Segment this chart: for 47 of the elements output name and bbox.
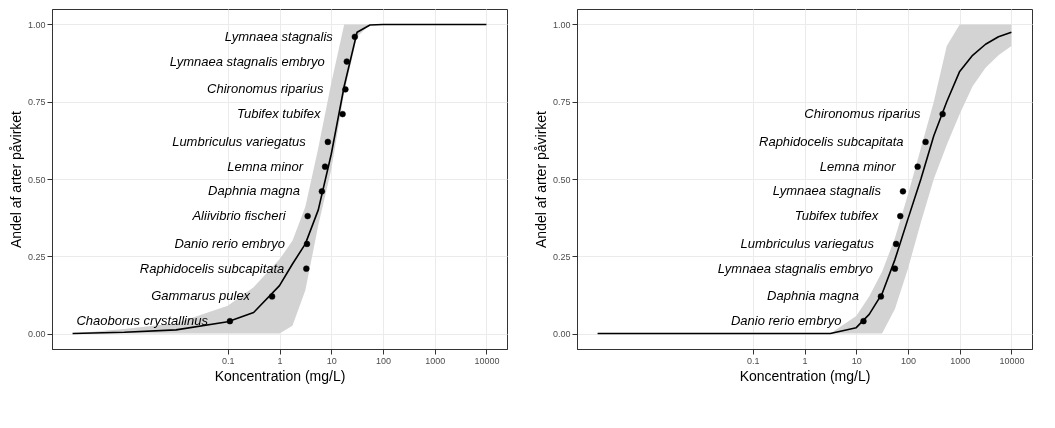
annotation: Lumbriculus variegatus [172, 133, 307, 149]
x-tick-label: 100 [375, 355, 391, 366]
y-tick-label: 1.00 [27, 19, 46, 30]
x-axis-title: Koncentration (mg/L) [739, 367, 871, 384]
y-tick-label: 0.50 [27, 174, 46, 185]
y-tick-label: 0.00 [552, 329, 571, 340]
annotation: Chaoborus crystallinus [76, 313, 209, 329]
x-tick-label: 10 [326, 355, 337, 366]
x-tick-label: 1 [277, 355, 283, 366]
x-tick-label: 100 [900, 355, 916, 366]
y-axis-title: Andel af arter påvirket [7, 110, 24, 248]
annotation: Lymnaea stagnalis [224, 28, 334, 44]
y-tick-label: 0.75 [27, 97, 46, 108]
x-tick-label: 10000 [474, 355, 500, 366]
annotation: Raphidocelis subcapitata [139, 260, 285, 276]
annotation: Tubifex tubifex [237, 106, 322, 122]
y-axis-title: Andel af arter påvirket [532, 110, 549, 248]
y-tick-label: 1.00 [552, 19, 571, 30]
x-axis-title: Koncentration (mg/L) [214, 367, 346, 384]
y-tick-label: 0.50 [552, 174, 571, 185]
x-tick-label: 0.1 [747, 355, 760, 366]
x-tick-label: 0.1 [222, 355, 235, 366]
annotation: Tubifex tubifex [794, 208, 879, 224]
x-tick-label: 10000 [999, 355, 1025, 366]
annotation: Aliivibrio fischeri [191, 208, 287, 224]
y-tick-label: 0.25 [27, 251, 46, 262]
annotation: Lymnaea stagnalis embryo [169, 53, 325, 69]
annotation: Daphnia magna [208, 183, 300, 199]
annotation: Chironomus riparius [207, 81, 324, 97]
annotation: Gammarus pulex [151, 288, 251, 304]
annotation: Lemna minor [227, 158, 304, 174]
annotation: Chironomus riparius [804, 106, 922, 122]
annotation: Danio rerio embryo [174, 235, 285, 251]
annotation: Danio rerio embryo [730, 313, 842, 329]
annotation: Lemna minor [819, 158, 897, 174]
annotation: Raphidocelis subcapitata [759, 133, 904, 149]
x-tick-label: 1000 [425, 355, 446, 366]
x-tick-label: 1000 [950, 355, 971, 366]
annotation: Lymnaea stagnalis [772, 183, 882, 199]
annotation: Daphnia magna [767, 288, 859, 304]
annotation: Lumbriculus variegatus [740, 235, 875, 251]
y-tick-label: 0.75 [552, 97, 571, 108]
y-tick-label: 0.25 [552, 251, 571, 262]
x-tick-label: 10 [851, 355, 862, 366]
annotation: Lymnaea stagnalis embryo [717, 260, 873, 276]
x-tick-label: 1 [802, 355, 808, 366]
y-tick-label: 0.00 [27, 329, 46, 340]
